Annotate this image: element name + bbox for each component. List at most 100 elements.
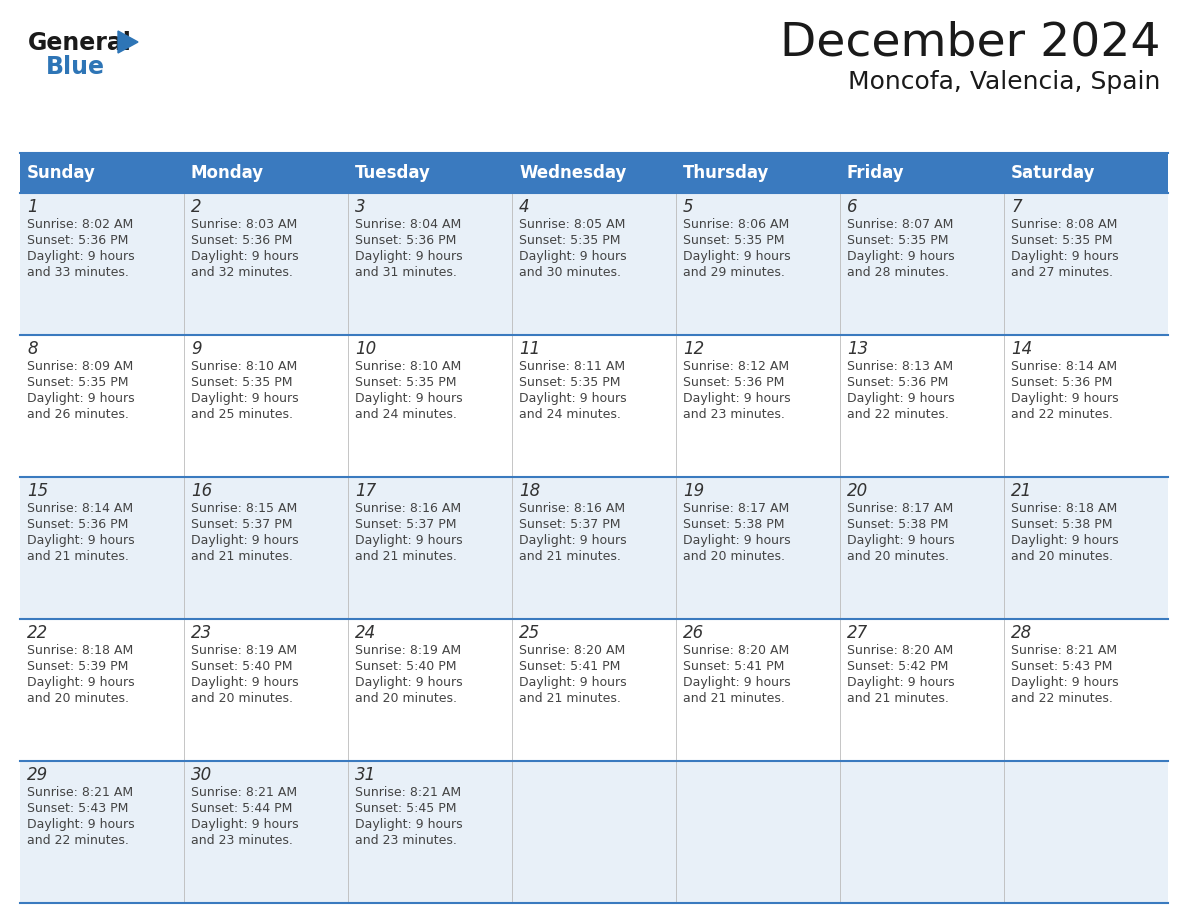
Text: Sunset: 5:37 PM: Sunset: 5:37 PM [191,518,292,531]
Text: Sunrise: 8:14 AM: Sunrise: 8:14 AM [27,502,133,515]
Text: Sunrise: 8:21 AM: Sunrise: 8:21 AM [1011,644,1117,657]
Text: and 22 minutes.: and 22 minutes. [1011,408,1113,421]
Text: Sunrise: 8:17 AM: Sunrise: 8:17 AM [683,502,789,515]
Text: Daylight: 9 hours: Daylight: 9 hours [191,818,298,831]
Text: Sunrise: 8:08 AM: Sunrise: 8:08 AM [1011,218,1118,231]
Text: Sunrise: 8:21 AM: Sunrise: 8:21 AM [27,786,133,799]
Text: 25: 25 [519,624,541,642]
Text: and 27 minutes.: and 27 minutes. [1011,266,1113,279]
Text: Sunset: 5:35 PM: Sunset: 5:35 PM [355,376,456,389]
Text: and 21 minutes.: and 21 minutes. [519,692,621,705]
Text: Sunrise: 8:17 AM: Sunrise: 8:17 AM [847,502,953,515]
Text: and 26 minutes.: and 26 minutes. [27,408,128,421]
Text: Daylight: 9 hours: Daylight: 9 hours [1011,676,1119,689]
Text: Sunrise: 8:18 AM: Sunrise: 8:18 AM [27,644,133,657]
Text: 28: 28 [1011,624,1032,642]
Text: Moncofa, Valencia, Spain: Moncofa, Valencia, Spain [847,70,1159,94]
Text: 3: 3 [355,198,366,216]
Text: Daylight: 9 hours: Daylight: 9 hours [683,676,791,689]
Text: Daylight: 9 hours: Daylight: 9 hours [519,534,626,547]
Text: Sunset: 5:36 PM: Sunset: 5:36 PM [27,518,128,531]
Text: 14: 14 [1011,340,1032,358]
Text: Sunrise: 8:05 AM: Sunrise: 8:05 AM [519,218,625,231]
Text: Tuesday: Tuesday [355,164,431,182]
Text: and 20 minutes.: and 20 minutes. [847,550,949,563]
Text: Daylight: 9 hours: Daylight: 9 hours [355,676,462,689]
Text: Daylight: 9 hours: Daylight: 9 hours [355,534,462,547]
Text: Daylight: 9 hours: Daylight: 9 hours [847,250,955,263]
Text: Sunset: 5:37 PM: Sunset: 5:37 PM [519,518,620,531]
Text: Sunset: 5:35 PM: Sunset: 5:35 PM [1011,234,1112,247]
Text: Daylight: 9 hours: Daylight: 9 hours [355,250,462,263]
Text: Daylight: 9 hours: Daylight: 9 hours [191,392,298,405]
Text: Sunrise: 8:07 AM: Sunrise: 8:07 AM [847,218,954,231]
Text: and 33 minutes.: and 33 minutes. [27,266,128,279]
Text: Daylight: 9 hours: Daylight: 9 hours [27,534,134,547]
Text: and 21 minutes.: and 21 minutes. [683,692,785,705]
Text: Sunset: 5:35 PM: Sunset: 5:35 PM [519,376,620,389]
Text: Sunset: 5:35 PM: Sunset: 5:35 PM [847,234,948,247]
Text: Sunrise: 8:03 AM: Sunrise: 8:03 AM [191,218,297,231]
Text: Sunset: 5:36 PM: Sunset: 5:36 PM [847,376,948,389]
Text: Daylight: 9 hours: Daylight: 9 hours [27,818,134,831]
Text: Sunrise: 8:13 AM: Sunrise: 8:13 AM [847,360,953,373]
Text: 19: 19 [683,482,704,500]
Text: Sunset: 5:40 PM: Sunset: 5:40 PM [191,660,292,673]
Text: Wednesday: Wednesday [519,164,626,182]
Text: Daylight: 9 hours: Daylight: 9 hours [683,250,791,263]
Text: 7: 7 [1011,198,1022,216]
Text: and 21 minutes.: and 21 minutes. [847,692,949,705]
Text: Daylight: 9 hours: Daylight: 9 hours [191,250,298,263]
Text: 4: 4 [519,198,530,216]
Text: Daylight: 9 hours: Daylight: 9 hours [27,250,134,263]
Text: Sunrise: 8:10 AM: Sunrise: 8:10 AM [191,360,297,373]
Text: Daylight: 9 hours: Daylight: 9 hours [847,676,955,689]
Text: and 20 minutes.: and 20 minutes. [27,692,129,705]
Text: Daylight: 9 hours: Daylight: 9 hours [683,392,791,405]
Text: 20: 20 [847,482,868,500]
Text: Sunrise: 8:19 AM: Sunrise: 8:19 AM [355,644,461,657]
Text: Thursday: Thursday [683,164,770,182]
Text: Sunset: 5:37 PM: Sunset: 5:37 PM [355,518,456,531]
Text: Daylight: 9 hours: Daylight: 9 hours [847,392,955,405]
Text: Sunset: 5:38 PM: Sunset: 5:38 PM [1011,518,1112,531]
Text: Sunset: 5:35 PM: Sunset: 5:35 PM [683,234,784,247]
Text: Sunset: 5:42 PM: Sunset: 5:42 PM [847,660,948,673]
Text: and 21 minutes.: and 21 minutes. [355,550,457,563]
Text: Sunset: 5:36 PM: Sunset: 5:36 PM [191,234,292,247]
Text: and 31 minutes.: and 31 minutes. [355,266,457,279]
Text: Daylight: 9 hours: Daylight: 9 hours [191,676,298,689]
Text: and 23 minutes.: and 23 minutes. [355,834,457,847]
Text: Sunrise: 8:11 AM: Sunrise: 8:11 AM [519,360,625,373]
Text: 23: 23 [191,624,213,642]
Text: Daylight: 9 hours: Daylight: 9 hours [355,392,462,405]
Text: Daylight: 9 hours: Daylight: 9 hours [355,818,462,831]
Text: Sunday: Sunday [27,164,96,182]
Text: Sunset: 5:36 PM: Sunset: 5:36 PM [683,376,784,389]
Text: 2: 2 [191,198,202,216]
Text: and 25 minutes.: and 25 minutes. [191,408,293,421]
Text: Daylight: 9 hours: Daylight: 9 hours [519,676,626,689]
Text: Monday: Monday [191,164,264,182]
Text: and 20 minutes.: and 20 minutes. [191,692,293,705]
Text: Daylight: 9 hours: Daylight: 9 hours [1011,534,1119,547]
Text: Daylight: 9 hours: Daylight: 9 hours [519,392,626,405]
Text: Sunset: 5:45 PM: Sunset: 5:45 PM [355,802,456,815]
Text: and 23 minutes.: and 23 minutes. [683,408,785,421]
Text: Sunset: 5:35 PM: Sunset: 5:35 PM [191,376,292,389]
Text: Sunrise: 8:21 AM: Sunrise: 8:21 AM [191,786,297,799]
Text: Sunrise: 8:12 AM: Sunrise: 8:12 AM [683,360,789,373]
Text: 29: 29 [27,766,49,784]
Text: and 32 minutes.: and 32 minutes. [191,266,293,279]
Text: 17: 17 [355,482,377,500]
Text: and 22 minutes.: and 22 minutes. [27,834,128,847]
Text: 21: 21 [1011,482,1032,500]
Text: 18: 18 [519,482,541,500]
Text: Sunset: 5:43 PM: Sunset: 5:43 PM [27,802,128,815]
Text: Sunrise: 8:15 AM: Sunrise: 8:15 AM [191,502,297,515]
Text: Sunrise: 8:04 AM: Sunrise: 8:04 AM [355,218,461,231]
Text: 12: 12 [683,340,704,358]
Text: 30: 30 [191,766,213,784]
Text: Sunrise: 8:20 AM: Sunrise: 8:20 AM [683,644,789,657]
Text: Sunrise: 8:16 AM: Sunrise: 8:16 AM [519,502,625,515]
